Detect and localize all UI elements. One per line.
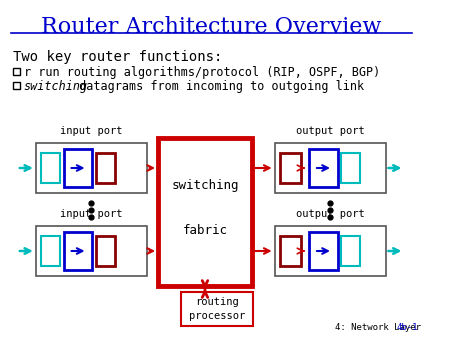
Text: output port: output port [296, 209, 365, 219]
Bar [341, 236, 360, 266]
Bar [36, 226, 147, 276]
Text: input port: input port [60, 126, 122, 136]
Text: output port: output port [296, 126, 365, 136]
Bar [13, 82, 20, 89]
Bar [158, 138, 252, 286]
Bar [341, 153, 360, 183]
Bar [274, 226, 386, 276]
Bar [309, 149, 338, 187]
Text: r run routing algorithms/protocol (RIP, OSPF, BGP): r run routing algorithms/protocol (RIP, … [23, 66, 380, 79]
Bar [41, 236, 60, 266]
Bar [274, 143, 386, 193]
Text: datagrams from incoming to outgoing link: datagrams from incoming to outgoing link [72, 80, 364, 93]
Text: Router Architecture Overview: Router Architecture Overview [41, 16, 382, 38]
Bar [64, 232, 92, 270]
Text: switching

fabric: switching fabric [171, 178, 239, 238]
Text: input port: input port [60, 209, 122, 219]
Bar [41, 153, 60, 183]
Bar [309, 232, 338, 270]
Text: switching: switching [23, 80, 88, 93]
Bar [36, 143, 147, 193]
Text: 4b-1: 4b-1 [397, 323, 418, 332]
Bar [96, 153, 115, 183]
Text: 4: Network Layer: 4: Network Layer [335, 323, 421, 332]
Text: Two key router functions:: Two key router functions: [13, 50, 223, 64]
Bar [13, 68, 20, 75]
Bar [280, 153, 301, 183]
Bar [280, 236, 301, 266]
Bar [64, 149, 92, 187]
Bar [96, 236, 115, 266]
Text: routing
processor: routing processor [189, 297, 245, 321]
Bar [181, 292, 253, 326]
